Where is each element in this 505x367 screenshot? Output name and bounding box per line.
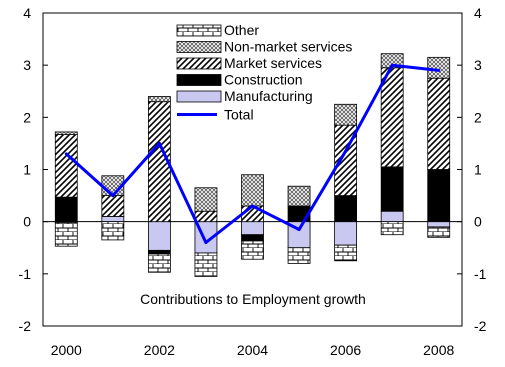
bar-segment-market-services-2007 (380, 67, 404, 168)
legend-swatch (176, 57, 222, 70)
bar-segment-other-2005 (287, 247, 311, 264)
total-point-2006 (344, 149, 348, 153)
legend-label: Other (224, 22, 259, 38)
y-tick-label-right: 4 (474, 5, 482, 21)
bar-segment-other-2000 (54, 222, 78, 247)
bar-segment-market-services-2001 (101, 195, 125, 217)
total-point-2002 (157, 141, 161, 145)
y-tick-label-left: 1 (23, 162, 31, 178)
y-tick-label-left: 4 (23, 5, 31, 21)
y-tick-label-left: 3 (23, 57, 31, 73)
y-tick-label-right: 3 (474, 57, 482, 73)
bar-segment-manufacturing-2002 (147, 221, 171, 251)
x-tick-label-2008: 2008 (423, 342, 454, 358)
legend-item-manufacturing: Manufacturing (176, 88, 313, 104)
bar-segment-market-services-2008 (427, 77, 451, 170)
bar-segment-manufacturing-2006 (334, 221, 358, 246)
legend-swatch (176, 41, 222, 53)
legend-label: Market services (224, 55, 322, 71)
bar-segment-non-market-services-2002 (147, 96, 171, 103)
bar-segment-construction-2004 (241, 234, 264, 242)
x-tick-label-2002: 2002 (144, 342, 175, 358)
bar-segment-construction-2007 (380, 166, 404, 212)
bar-segment-non-market-services-2000 (54, 131, 78, 135)
bar-segment-other-2003 (194, 252, 218, 277)
y-tick-label-right: 1 (474, 162, 482, 178)
y-tick-label-left: 0 (23, 214, 31, 230)
legend-swatch (176, 90, 222, 103)
y-tick-label-left: -2 (19, 318, 32, 334)
total-line (64, 63, 441, 245)
bar-segment-construction-2000 (54, 196, 78, 223)
bar-segment-other-2006 (334, 244, 358, 262)
bar-segment-market-services-2003 (194, 210, 218, 223)
bar-segment-other-2002 (147, 253, 171, 273)
bar-segment-non-market-services-2004 (241, 174, 264, 207)
bar-segment-construction-2002 (147, 249, 171, 255)
x-tick-label-2000: 2000 (51, 342, 82, 358)
legend-item-market-services: Market services (176, 55, 322, 71)
total-point-2005 (297, 227, 301, 231)
bar-segment-non-market-services-2005 (287, 185, 311, 207)
y-tick-label-right: 2 (474, 109, 482, 125)
total-point-2001 (111, 194, 115, 198)
y-tick-label-right: -2 (474, 318, 487, 334)
total-point-2004 (251, 204, 254, 208)
y-tick-label-left: -1 (19, 266, 32, 282)
total-point-2008 (437, 68, 441, 72)
tick-labels: -2 -2 -1 -1 0 0 1 1 2 2 3 3 4 4 2000 2002 2004 2006 2008 (19, 5, 487, 358)
bar-segment-manufacturing-2001 (101, 216, 125, 223)
bar-segment-manufacturing-2008 (427, 221, 451, 228)
y-tick-label-left: 2 (23, 109, 31, 125)
x-tick-label-2004: 2004 (237, 342, 268, 358)
legend-label: Non-market services (224, 39, 352, 55)
x-tick-label-2006: 2006 (330, 342, 361, 358)
total-point-2007 (390, 63, 394, 67)
y-tick-label-right: -1 (474, 266, 487, 282)
legend-swatch (176, 74, 222, 86)
bar-segment-manufacturing-2007 (380, 210, 404, 223)
legend-item-non-market-services: Non-market services (176, 39, 352, 55)
legend-label: Construction (224, 72, 303, 88)
bar-segment-manufacturing-2004 (241, 221, 264, 236)
bar-segment-market-services-2000 (54, 134, 78, 198)
bar-segment-other-2007 (380, 221, 404, 236)
bar-segment-other-2004 (241, 240, 264, 260)
bar-segment-construction-2006 (334, 195, 358, 223)
chart-annotation: Contributions to Employment growth (140, 291, 366, 307)
y-tick-label-right: 0 (474, 214, 482, 230)
bar-segment-other-2008 (427, 226, 451, 238)
bar-segment-non-market-services-2006 (334, 103, 358, 126)
total-point-2003 (204, 241, 208, 245)
legend-label: Manufacturing (224, 88, 313, 104)
total-point-2000 (64, 152, 68, 156)
bar-segment-other-2001 (101, 221, 125, 241)
bar-segment-non-market-services-2008 (427, 56, 451, 79)
legend-item-other: Other (176, 22, 259, 38)
legend-item-construction: Construction (176, 72, 303, 88)
legend-swatch (176, 24, 222, 37)
legend-item-total: Total (177, 107, 254, 123)
legend-label: Total (224, 107, 254, 123)
bar-segment-non-market-services-2003 (194, 187, 218, 212)
bar-segment-construction-2008 (427, 169, 451, 223)
